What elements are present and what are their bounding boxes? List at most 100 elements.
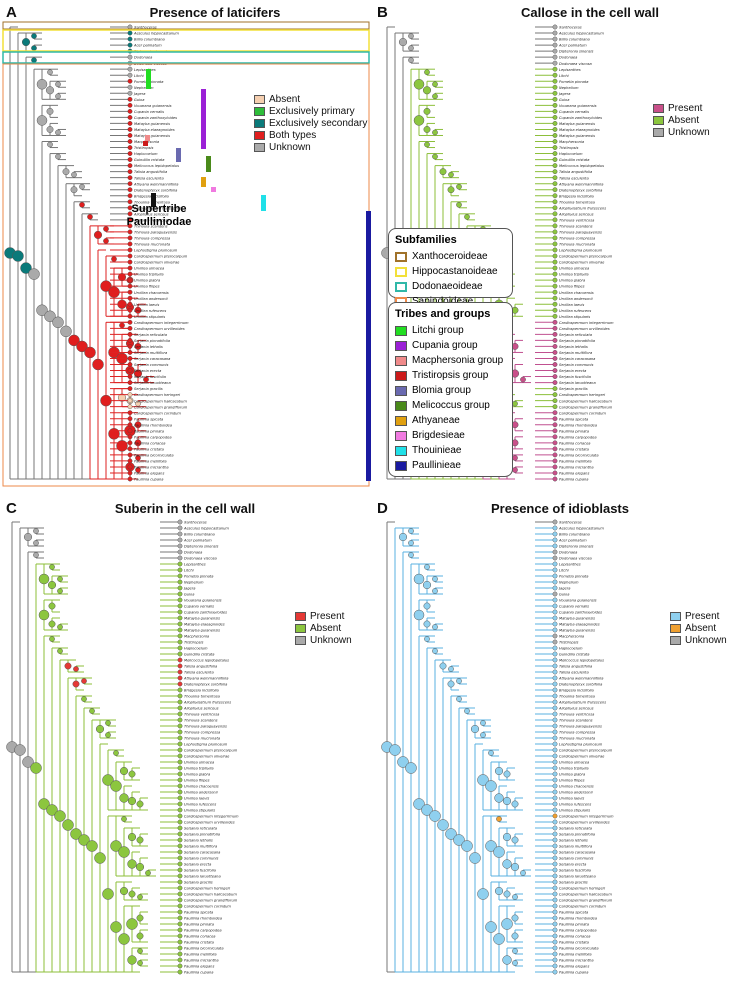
tip-marker	[177, 795, 183, 801]
tip-marker	[552, 127, 558, 132]
tip-marker	[177, 813, 183, 819]
legend-item: Unknown	[670, 634, 727, 646]
node-marker	[57, 576, 63, 582]
legend-label: Absent	[269, 93, 301, 105]
legend-label: Present	[685, 610, 720, 622]
taxon-label: Paullinia bicorniculata	[559, 947, 599, 951]
tip-marker	[552, 60, 558, 66]
taxon-label: Urvillea chacoensis	[559, 291, 594, 295]
node-marker	[22, 756, 34, 768]
tip-marker	[552, 277, 558, 283]
node-marker	[422, 580, 432, 590]
tip-marker	[177, 669, 183, 675]
taxon-label: Urvillea triphylla	[559, 767, 589, 771]
taxon-label: Paullinia cupana	[184, 971, 213, 975]
taxon-label: Serjania communis	[184, 857, 219, 861]
taxon-label: Matayba elaeagnoides	[184, 623, 225, 627]
taxon-label: Matayba guianensis	[559, 617, 595, 621]
tip-marker	[552, 729, 558, 735]
tip-marker	[127, 151, 133, 156]
taxon-label: Urvillea andersonii	[134, 297, 168, 301]
tip-marker	[552, 440, 558, 446]
taxon-label: Cupania vernalis	[184, 605, 214, 609]
tip-marker	[552, 325, 558, 331]
tip-marker	[127, 265, 133, 271]
tip-marker	[177, 855, 183, 861]
tip-marker	[552, 855, 558, 861]
legend-label: Absent	[668, 114, 700, 126]
taxon-label: Cardiospermum grandiflorum	[134, 405, 188, 409]
tip-marker	[552, 350, 558, 355]
taxon-label: Dodonaea	[134, 56, 152, 60]
tip-marker	[552, 549, 558, 555]
legend-item: Absent	[653, 114, 710, 126]
tip-marker	[127, 211, 133, 217]
taxon-label: Pometia pinnata	[559, 80, 588, 84]
key-title: Tribes and groups	[395, 308, 491, 320]
node-marker	[119, 886, 129, 896]
node-marker	[33, 540, 39, 546]
node-marker	[110, 921, 122, 933]
taxon-label: Thinouia mucronata	[134, 243, 170, 247]
node-marker	[95, 724, 105, 734]
legend-swatch	[653, 115, 664, 125]
tip-marker	[552, 386, 558, 391]
tip-marker	[127, 102, 133, 108]
node-marker	[408, 540, 414, 546]
node-marker	[135, 455, 141, 461]
taxon-label: Serjania gracilis	[559, 881, 588, 885]
node-marker	[110, 840, 122, 852]
panel-label: A	[6, 4, 17, 21]
node-marker	[145, 870, 151, 876]
taxon-label: Lophostigma plumosum	[184, 743, 228, 747]
clade-annotations	[2, 21, 371, 487]
taxon-label: Serjania laruotteana	[559, 875, 596, 879]
taxon-label: Thinouia ventricosa	[559, 713, 594, 717]
node-marker	[503, 890, 511, 898]
taxon-label: Paullinia rhomboidea	[559, 917, 597, 921]
node-marker	[73, 666, 79, 672]
tip-marker	[127, 121, 133, 126]
tip-marker	[127, 30, 133, 36]
node-marker	[439, 662, 447, 670]
taxon-label: Dipteronia sinensis	[559, 545, 593, 549]
tip-marker	[552, 241, 558, 247]
taxon-label: Thinouia paraguayensis	[134, 231, 177, 235]
tip-marker	[127, 331, 133, 337]
tip-marker	[177, 597, 183, 603]
tip-marker	[552, 235, 558, 241]
tip-marker	[552, 777, 558, 783]
tip-marker	[552, 90, 558, 96]
taxon-label: Lophostigma plumosum	[134, 249, 178, 253]
legend-a: Absent Exclusively primary Exclusively sec…	[254, 93, 367, 153]
node-marker	[103, 238, 109, 244]
tip-marker	[552, 783, 558, 789]
tip-marker	[127, 313, 133, 319]
key-swatch	[395, 251, 407, 262]
taxon-label: Urvillea laevis	[559, 303, 584, 307]
node-marker	[502, 796, 512, 806]
panel-c: C Suberin in the cell wall Xanthoceras Ae…	[0, 492, 375, 981]
taxon-label: Lepisanthes	[559, 563, 581, 567]
node-marker	[437, 819, 449, 831]
tip-marker	[127, 90, 133, 96]
node-marker	[55, 81, 61, 88]
node-marker	[429, 810, 441, 822]
tip-marker	[127, 175, 133, 181]
taxon-label: Thinouia scandens	[184, 719, 218, 723]
taxon-label: Billia columbiana	[134, 38, 165, 42]
node-marker	[477, 774, 489, 786]
taxon-label: Paullinia cupana	[559, 971, 588, 975]
taxon-label: Vouarana guianensis	[184, 599, 222, 603]
node-marker	[103, 226, 109, 232]
legend-label: Present	[668, 102, 703, 114]
tip-marker	[552, 867, 558, 873]
tip-marker	[127, 380, 133, 385]
taxon-label: Serjania pinnatifolia	[559, 833, 595, 837]
tip-marker	[552, 271, 558, 277]
clade-bar	[201, 89, 206, 149]
legend-item: Unknown	[653, 126, 710, 138]
tip-marker	[552, 969, 558, 975]
node-marker	[126, 918, 138, 930]
node-marker	[84, 346, 96, 359]
